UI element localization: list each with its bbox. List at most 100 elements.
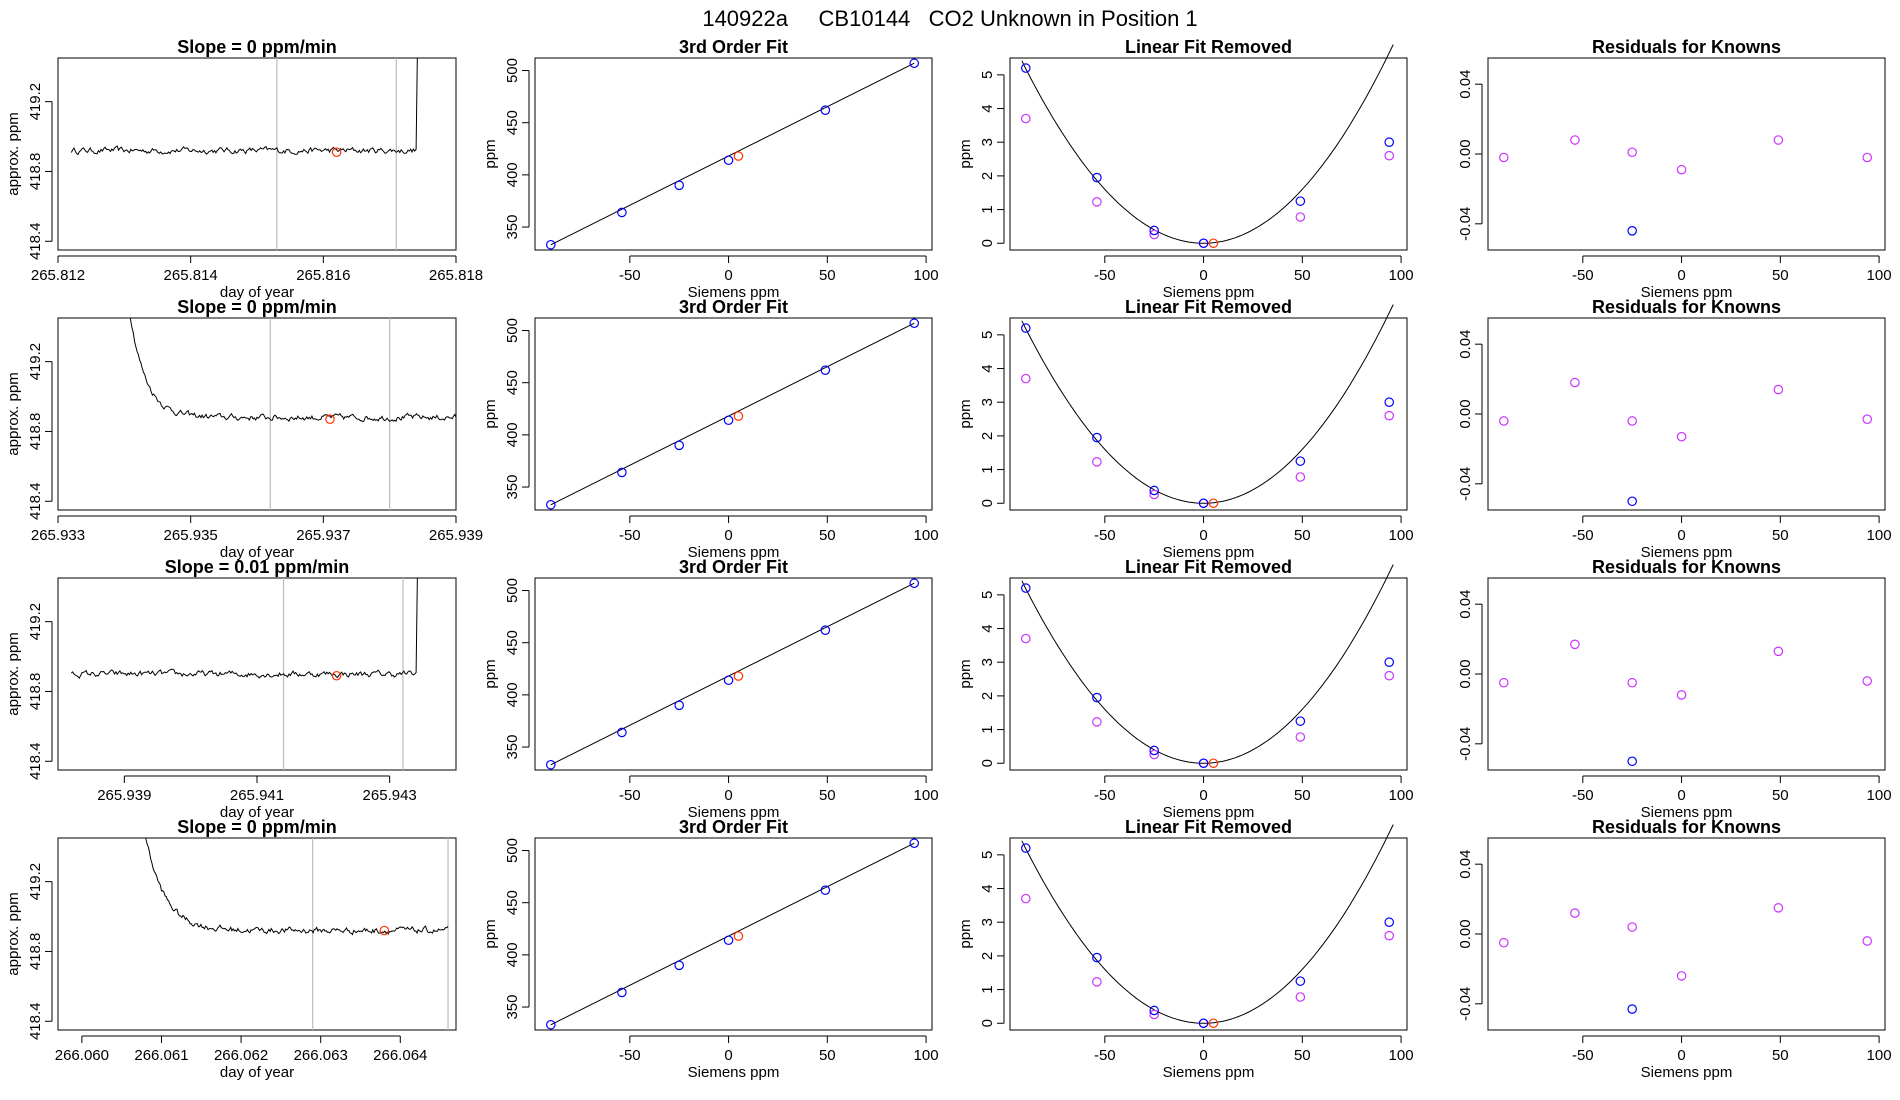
residuals-panel-row-3: Residuals for Knowns -50 0 50 100 -0.04 0.00 0.…	[1457, 557, 1892, 821]
residuals-frame	[1487, 577, 1886, 771]
fit-y-tick-label: 500	[504, 318, 521, 343]
fit-frame	[534, 837, 933, 1031]
fit-y-tick-label: 500	[504, 578, 521, 603]
timeseries-panel-row-2: Slope = 0 ppm/min 265.933 265.935 265.937 26…	[5, 297, 483, 561]
residual-curve-x-axis-label: Siemens ppm	[1163, 1064, 1255, 1081]
residual-point	[1499, 937, 1509, 948]
fit-x-axis-label: Siemens ppm	[688, 804, 780, 821]
known-standard-point	[1092, 172, 1102, 183]
residual-curve-y-tick-label: 1	[979, 725, 996, 733]
residuals-x-axis-label: Siemens ppm	[1641, 544, 1733, 561]
known-standard-point	[674, 700, 684, 711]
highlighted-residual-point	[1627, 226, 1637, 236]
residual-point	[1773, 135, 1784, 145]
fit-x-tick-label: 50	[819, 267, 836, 284]
known-standard-point	[1021, 323, 1031, 333]
residuals-x-axis-label: Siemens ppm	[1641, 284, 1733, 301]
fit-y-tick-label: 350	[504, 735, 521, 760]
residual-point	[1570, 908, 1580, 918]
known-standard-point	[909, 838, 920, 849]
residuals-x-tick-label: 100	[1867, 787, 1892, 804]
known-standard-point	[617, 467, 627, 478]
residuals-title: Residuals for Knowns	[1592, 297, 1781, 317]
residual-point	[1627, 147, 1637, 158]
fit-frame	[534, 57, 933, 251]
known-standard-point	[674, 960, 684, 971]
residuals-x-tick-label: 0	[1677, 787, 1685, 804]
known-standard-point	[1295, 716, 1306, 726]
timeseries-frame	[57, 837, 457, 1031]
known-standard-point	[617, 207, 627, 218]
residual-point	[1570, 135, 1580, 145]
unknown-point	[1208, 758, 1219, 769]
known-standard-point	[1092, 692, 1102, 703]
highlighted-residual-point	[1627, 1004, 1637, 1014]
known-standard-point	[723, 675, 734, 686]
estimated-standard-point	[1295, 472, 1306, 482]
residual-curve-x-tick-label: 50	[1294, 1047, 1311, 1064]
fit-x-tick-label: -50	[619, 527, 641, 544]
residual-point	[1676, 690, 1687, 700]
residuals-x-tick-label: 50	[1772, 787, 1789, 804]
fit-y-tick-label: 400	[504, 422, 521, 447]
residuals-x-tick-label: -50	[1572, 267, 1594, 284]
residuals-frame	[1487, 837, 1886, 1031]
residuals-x-tick-label: 50	[1772, 1047, 1789, 1064]
fit-y-tick-label: 350	[504, 995, 521, 1020]
fit-curve-line	[550, 322, 915, 506]
residual-point	[1627, 922, 1637, 932]
residual-curve-y-tick-label: 4	[979, 104, 996, 112]
fit-curve-line	[550, 842, 915, 1026]
linear-removed-panel-row-1: Linear Fit Removed -50 0 50 100 0 1 2 3 4 5 Siemens…	[957, 37, 1414, 301]
fit-y-tick-label: 450	[504, 110, 521, 135]
fit-x-tick-label: 100	[914, 787, 939, 804]
known-standard-point	[1295, 196, 1306, 206]
fit-y-tick-label: 500	[504, 58, 521, 83]
residuals-y-tick-label: -0.04	[1457, 987, 1474, 1021]
known-standard-point	[674, 180, 684, 191]
fit-panel-row-2: 3rd Order Fit -50 0 50 100 350 400 450 500 Siemen…	[482, 297, 939, 561]
residual-curve-x-tick-label: 0	[1199, 1047, 1207, 1064]
fit-y-tick-label: 400	[504, 682, 521, 707]
estimated-standard-point	[1092, 457, 1102, 467]
linear-removed-panel-row-4: Linear Fit Removed -50 0 50 100 0 1 2 3 4 5 Siemens…	[957, 817, 1414, 1081]
residual-point	[1773, 384, 1784, 395]
unknown-point	[733, 671, 744, 681]
known-standard-point	[820, 625, 831, 635]
residual-curve-y-tick-label: 4	[979, 364, 996, 372]
timeseries-x-tick-label: 265.937	[296, 527, 350, 544]
residual-curve-x-tick-label: -50	[1094, 527, 1116, 544]
unknown-point	[1208, 238, 1219, 249]
residual-curve-x-tick-label: 0	[1199, 787, 1207, 804]
residual-point	[1627, 677, 1637, 688]
residual-curve-y-tick-label: 0	[979, 499, 996, 507]
quadratic-curve-line	[1021, 304, 1394, 504]
timeseries-y-axis-label: approx. ppm	[5, 372, 22, 455]
timeseries-title: Slope = 0 ppm/min	[177, 817, 337, 837]
residual-curve-y-tick-label: 2	[979, 432, 996, 440]
timeseries-title: Slope = 0 ppm/min	[177, 37, 337, 57]
residual-curve-title: Linear Fit Removed	[1125, 297, 1292, 317]
known-standard-point	[546, 759, 556, 770]
timeseries-x-axis-label: day of year	[220, 284, 294, 301]
analyzer-trace-line	[145, 838, 449, 936]
residuals-title: Residuals for Knowns	[1592, 817, 1781, 837]
known-standard-point	[617, 987, 627, 998]
estimated-standard-point	[1295, 212, 1306, 222]
known-standard-point	[1384, 137, 1395, 148]
timeseries-panel-row-3: Slope = 0.01 ppm/min 265.939 265.941 265.94…	[5, 557, 457, 821]
known-standard-point	[1198, 498, 1209, 509]
residual-point	[1773, 646, 1784, 657]
residual-curve-y-tick-label: 0	[979, 1019, 996, 1027]
residuals-x-tick-label: 0	[1677, 527, 1685, 544]
unknown-mean-point	[325, 414, 335, 425]
fit-title: 3rd Order Fit	[679, 37, 788, 57]
residuals-y-tick-label: 0.00	[1457, 399, 1474, 428]
residuals-y-tick-label: 0.00	[1457, 919, 1474, 948]
residuals-x-tick-label: 50	[1772, 267, 1789, 284]
residuals-y-tick-label: -0.04	[1457, 727, 1474, 761]
fit-panel-row-4: 3rd Order Fit -50 0 50 100 350 400 450 500 Siemen…	[482, 817, 939, 1081]
known-standard-point	[723, 415, 734, 426]
fit-x-tick-label: 100	[914, 267, 939, 284]
